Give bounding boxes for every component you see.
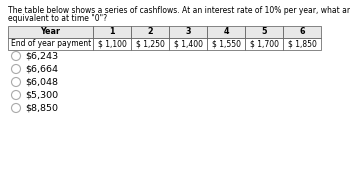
Text: 3: 3	[185, 28, 191, 36]
Bar	[207, 26, 245, 38]
Bar	[245, 26, 283, 38]
Text: 6: 6	[299, 28, 305, 36]
Text: 5: 5	[261, 28, 267, 36]
Bar	[169, 38, 207, 50]
Bar	[283, 38, 321, 50]
Bar	[93, 26, 131, 38]
Text: $ 1,400: $ 1,400	[174, 40, 203, 49]
Bar	[207, 38, 245, 50]
Text: equivalent to at time "0"?: equivalent to at time "0"?	[8, 14, 107, 23]
Text: $8,850: $8,850	[25, 104, 58, 112]
Text: $6,664: $6,664	[25, 64, 58, 74]
Text: $ 1,700: $ 1,700	[250, 40, 279, 49]
Text: $5,300: $5,300	[25, 91, 58, 99]
Text: The table below shows a series of cashflows. At an interest rate of 10% per year: The table below shows a series of cashfl…	[8, 6, 350, 15]
Bar	[169, 26, 207, 38]
Text: $6,243: $6,243	[25, 51, 58, 60]
Bar	[8, 26, 93, 38]
Bar	[131, 26, 169, 38]
Text: $ 1,100: $ 1,100	[98, 40, 126, 49]
Text: 4: 4	[223, 28, 229, 36]
Text: End of year payment: End of year payment	[11, 40, 91, 49]
Bar	[8, 38, 93, 50]
Bar	[93, 38, 131, 50]
Text: 1: 1	[109, 28, 115, 36]
Text: $ 1,550: $ 1,550	[211, 40, 240, 49]
Text: Year: Year	[41, 28, 61, 36]
Bar	[131, 38, 169, 50]
Text: $ 1,250: $ 1,250	[135, 40, 164, 49]
Text: 2: 2	[147, 28, 153, 36]
Bar	[245, 38, 283, 50]
Text: $ 1,850: $ 1,850	[288, 40, 316, 49]
Bar	[283, 26, 321, 38]
Text: $6,048: $6,048	[25, 77, 58, 87]
